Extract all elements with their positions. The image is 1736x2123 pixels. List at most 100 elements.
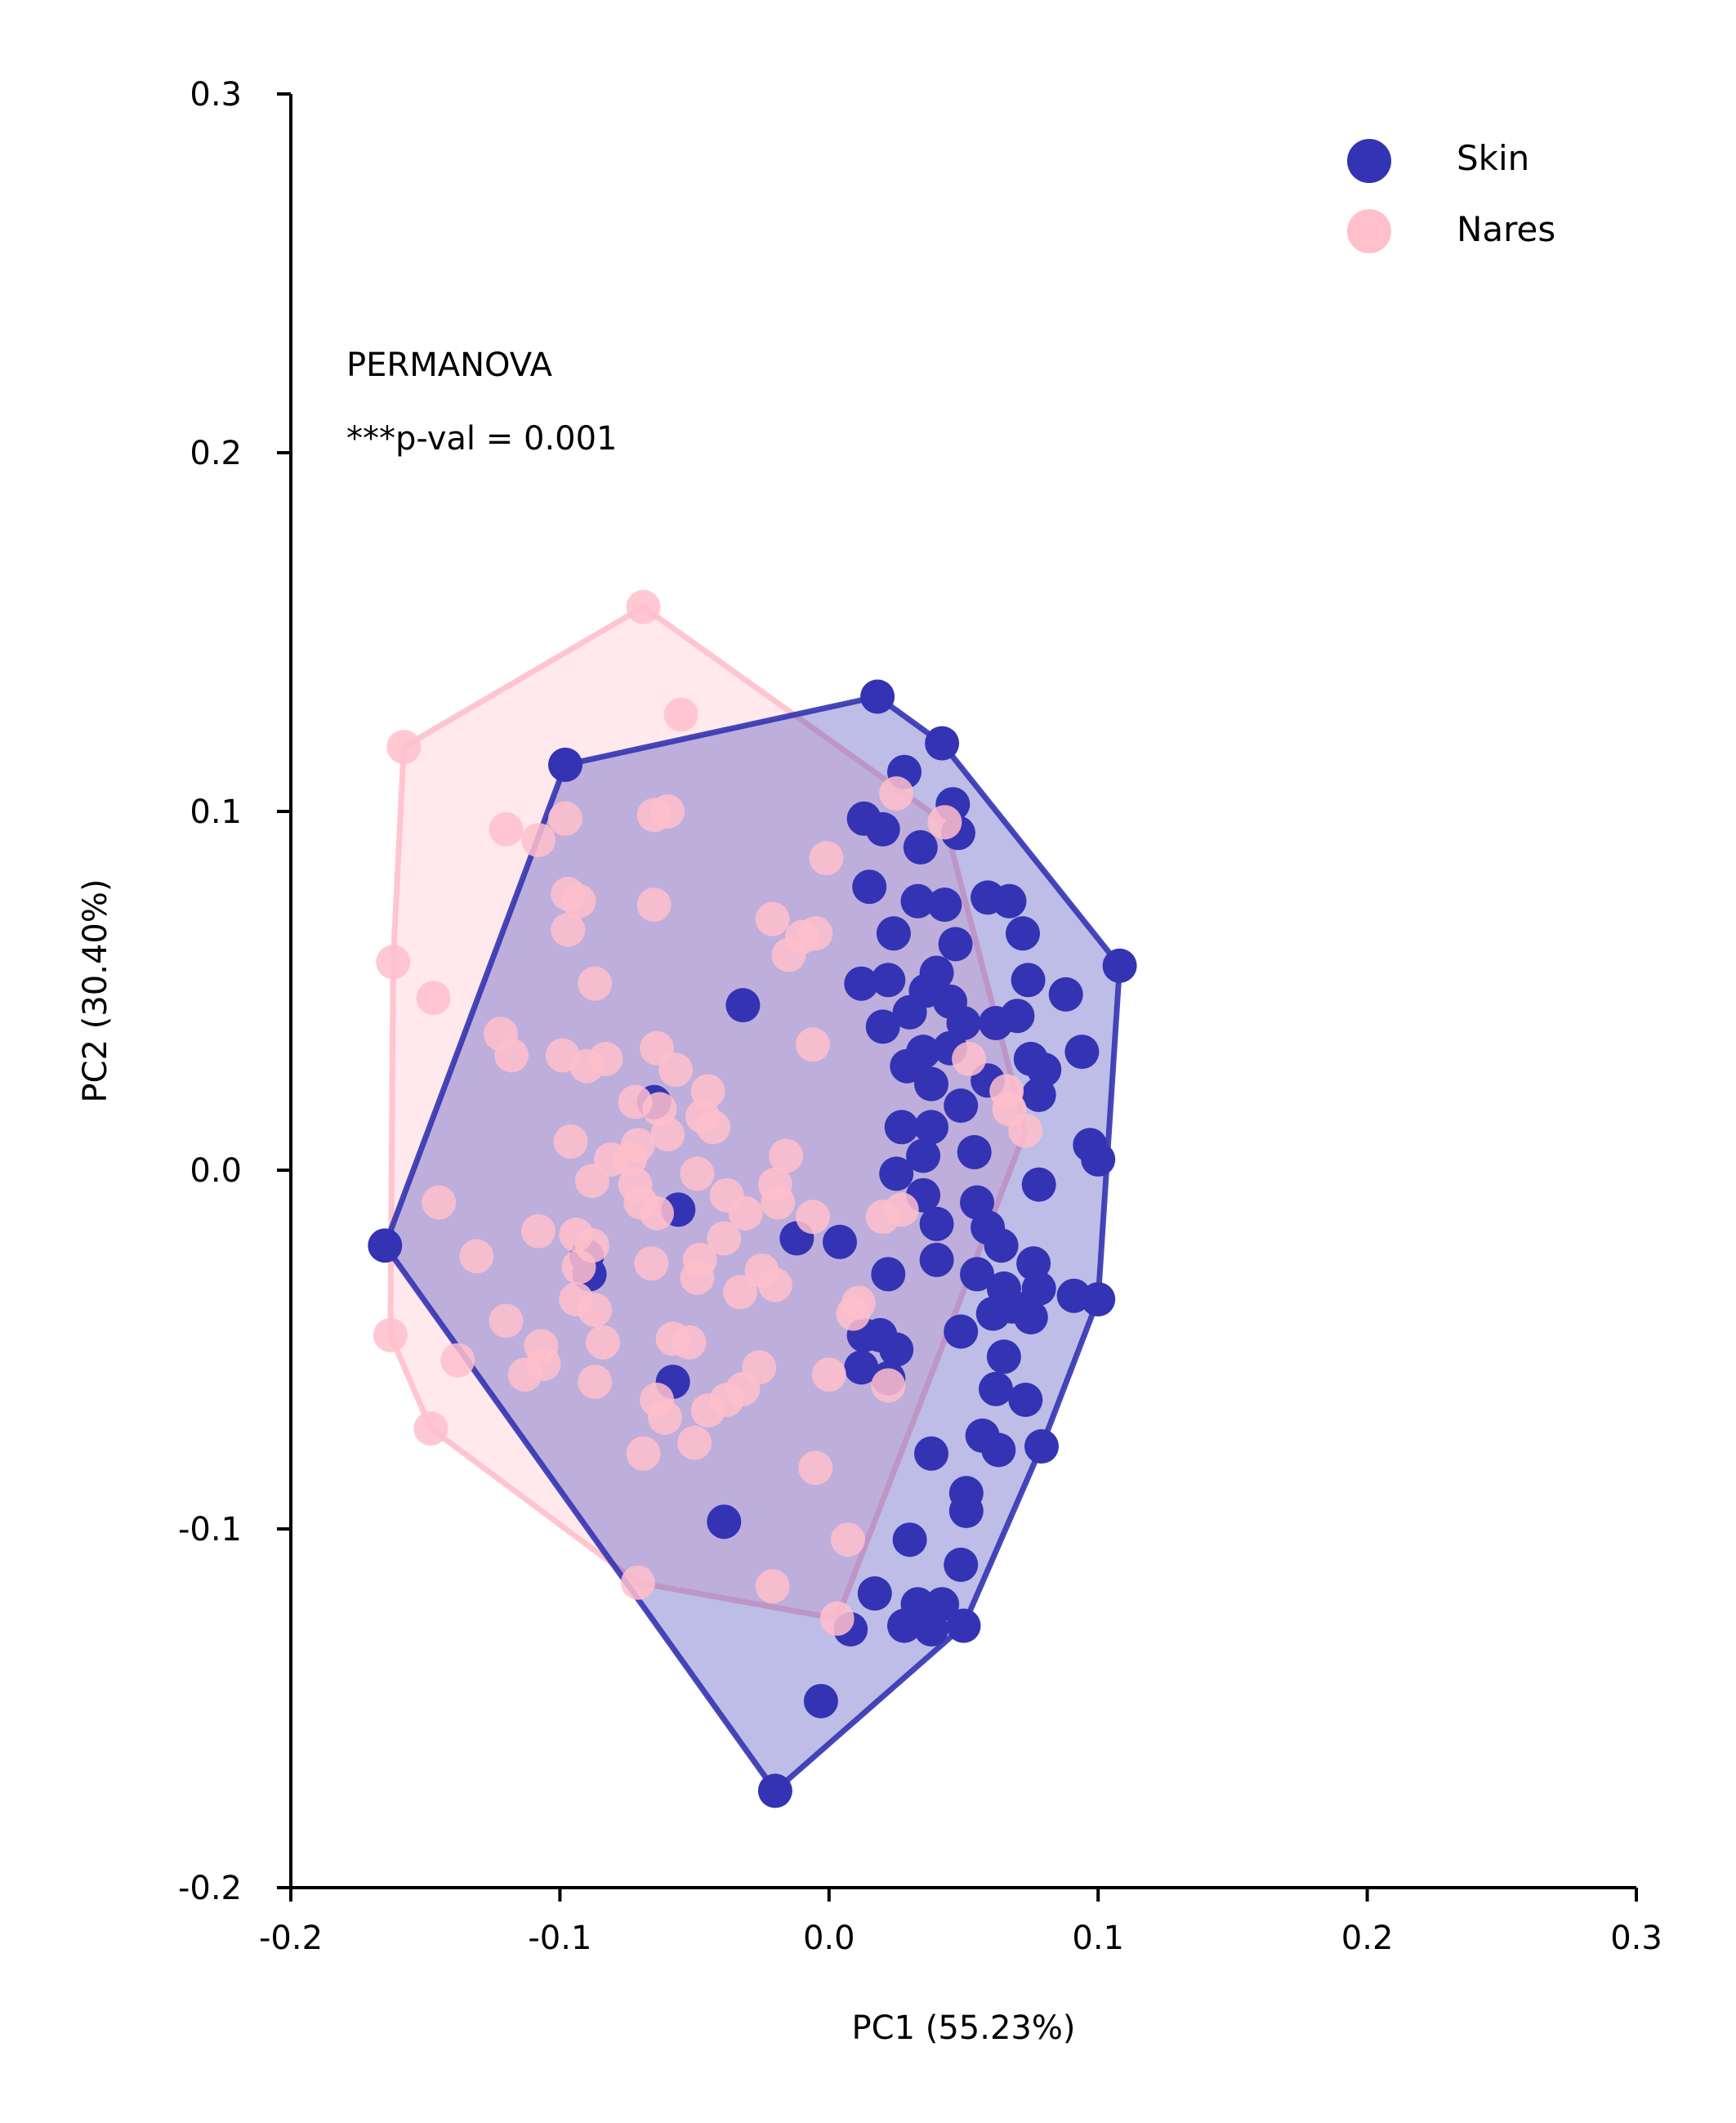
point-skin: [871, 1257, 906, 1292]
point-skin: [944, 1547, 979, 1582]
x-axis-title: PC1 (55.23%): [852, 2009, 1076, 2047]
point-nares: [761, 1185, 796, 1220]
point-nares: [755, 901, 790, 936]
point-nares: [663, 697, 698, 732]
point-nares: [650, 1117, 685, 1152]
y-tick-label: 0.1: [190, 793, 242, 831]
point-skin: [975, 1296, 1011, 1331]
point-nares: [620, 1565, 655, 1600]
point-nares: [811, 1357, 846, 1392]
data-points: [368, 589, 1137, 1808]
axes: -0.2 -0.1 0.0 0.1 0.2 0.3 -0.2 -0.1 0.0 0.1 0.2 0.…: [178, 76, 1662, 1957]
point-nares: [494, 1038, 529, 1073]
x-tick-label: 0.2: [1341, 1920, 1394, 1957]
point-nares: [586, 1325, 621, 1360]
point-nares: [658, 1053, 693, 1088]
point-nares: [690, 1393, 725, 1428]
point-skin: [944, 1088, 979, 1123]
point-skin: [1021, 1167, 1056, 1202]
point-nares: [561, 883, 596, 918]
point-skin: [1013, 1300, 1048, 1334]
point-nares: [841, 1285, 876, 1321]
point-skin: [1064, 1035, 1100, 1070]
point-skin: [844, 1350, 879, 1385]
legend: Skin Nares: [1347, 138, 1555, 253]
x-tick-label: 0.3: [1610, 1920, 1662, 1957]
point-nares: [680, 1156, 715, 1191]
legend-label-skin: Skin: [1457, 138, 1529, 178]
point-skin: [823, 1224, 857, 1259]
point-skin: [1081, 1282, 1116, 1316]
point-nares: [551, 912, 586, 947]
point-skin: [707, 1504, 742, 1540]
permanova-label: PERMANOVA: [346, 346, 553, 384]
point-skin: [863, 1317, 898, 1352]
point-nares: [561, 1249, 596, 1285]
point-skin: [844, 966, 879, 1001]
point-nares: [489, 811, 524, 847]
point-nares: [809, 841, 844, 876]
point-nares: [650, 794, 685, 829]
point-skin: [725, 988, 761, 1023]
point-nares: [672, 1325, 707, 1360]
point-skin: [865, 1009, 900, 1044]
point-nares: [677, 1425, 712, 1460]
point-skin: [1048, 977, 1083, 1012]
point-nares: [798, 1450, 833, 1486]
point-nares: [927, 805, 962, 840]
point-skin: [865, 811, 900, 847]
point-nares: [459, 1239, 494, 1274]
point-nares: [871, 1368, 906, 1403]
point-skin: [946, 1608, 981, 1643]
point-skin: [879, 1156, 914, 1191]
point-nares: [376, 945, 411, 980]
point-nares: [680, 1260, 715, 1295]
y-tick-label: 0.3: [190, 76, 242, 114]
point-skin: [903, 829, 938, 865]
point-skin: [871, 963, 906, 998]
point-skin: [986, 1339, 1021, 1374]
point-nares: [373, 1317, 408, 1352]
y-tick-label: 0.2: [190, 435, 242, 472]
point-nares: [553, 1124, 588, 1159]
point-nares: [879, 776, 914, 811]
x-tick-label: 0.0: [803, 1920, 855, 1957]
point-nares: [578, 1293, 613, 1328]
point-skin: [919, 1206, 954, 1241]
point-skin: [1006, 916, 1040, 951]
point-skin: [1011, 963, 1046, 998]
y-tick-label: 0.0: [190, 1152, 242, 1190]
point-skin: [1081, 1142, 1116, 1177]
y-axis-title: PC2 (30.40%): [77, 879, 114, 1103]
point-skin: [919, 1242, 954, 1277]
point-skin: [981, 1432, 1016, 1468]
point-nares: [636, 887, 672, 923]
point-skin: [887, 1608, 922, 1643]
point-nares: [548, 801, 582, 836]
point-skin: [857, 1576, 892, 1611]
point-nares: [413, 1411, 449, 1446]
point-skin: [906, 1138, 941, 1173]
x-axis-ticks: -0.2 -0.1 0.0 0.1 0.2 0.3: [259, 1888, 1662, 1957]
x-tick-label: 0.1: [1072, 1920, 1124, 1957]
point-skin: [757, 1773, 792, 1808]
point-nares: [696, 1110, 731, 1145]
point-skin: [946, 1006, 981, 1040]
point-nares: [574, 1164, 609, 1199]
point-nares: [830, 1522, 865, 1558]
point-skin: [1021, 1271, 1056, 1306]
permanova-pvalue: ***p-val = 0.001: [346, 420, 618, 458]
point-skin: [979, 1371, 1013, 1406]
point-skin: [368, 1228, 403, 1263]
point-skin: [1024, 1429, 1059, 1464]
point-nares: [769, 1138, 804, 1173]
point-skin: [803, 1683, 838, 1719]
point-nares: [634, 1246, 669, 1281]
point-nares: [386, 730, 422, 764]
point-nares: [578, 966, 613, 1001]
point-skin: [548, 747, 582, 782]
point-skin: [876, 916, 911, 951]
point-nares: [865, 1200, 900, 1235]
point-skin: [1021, 1077, 1056, 1112]
point-skin: [914, 1611, 948, 1647]
